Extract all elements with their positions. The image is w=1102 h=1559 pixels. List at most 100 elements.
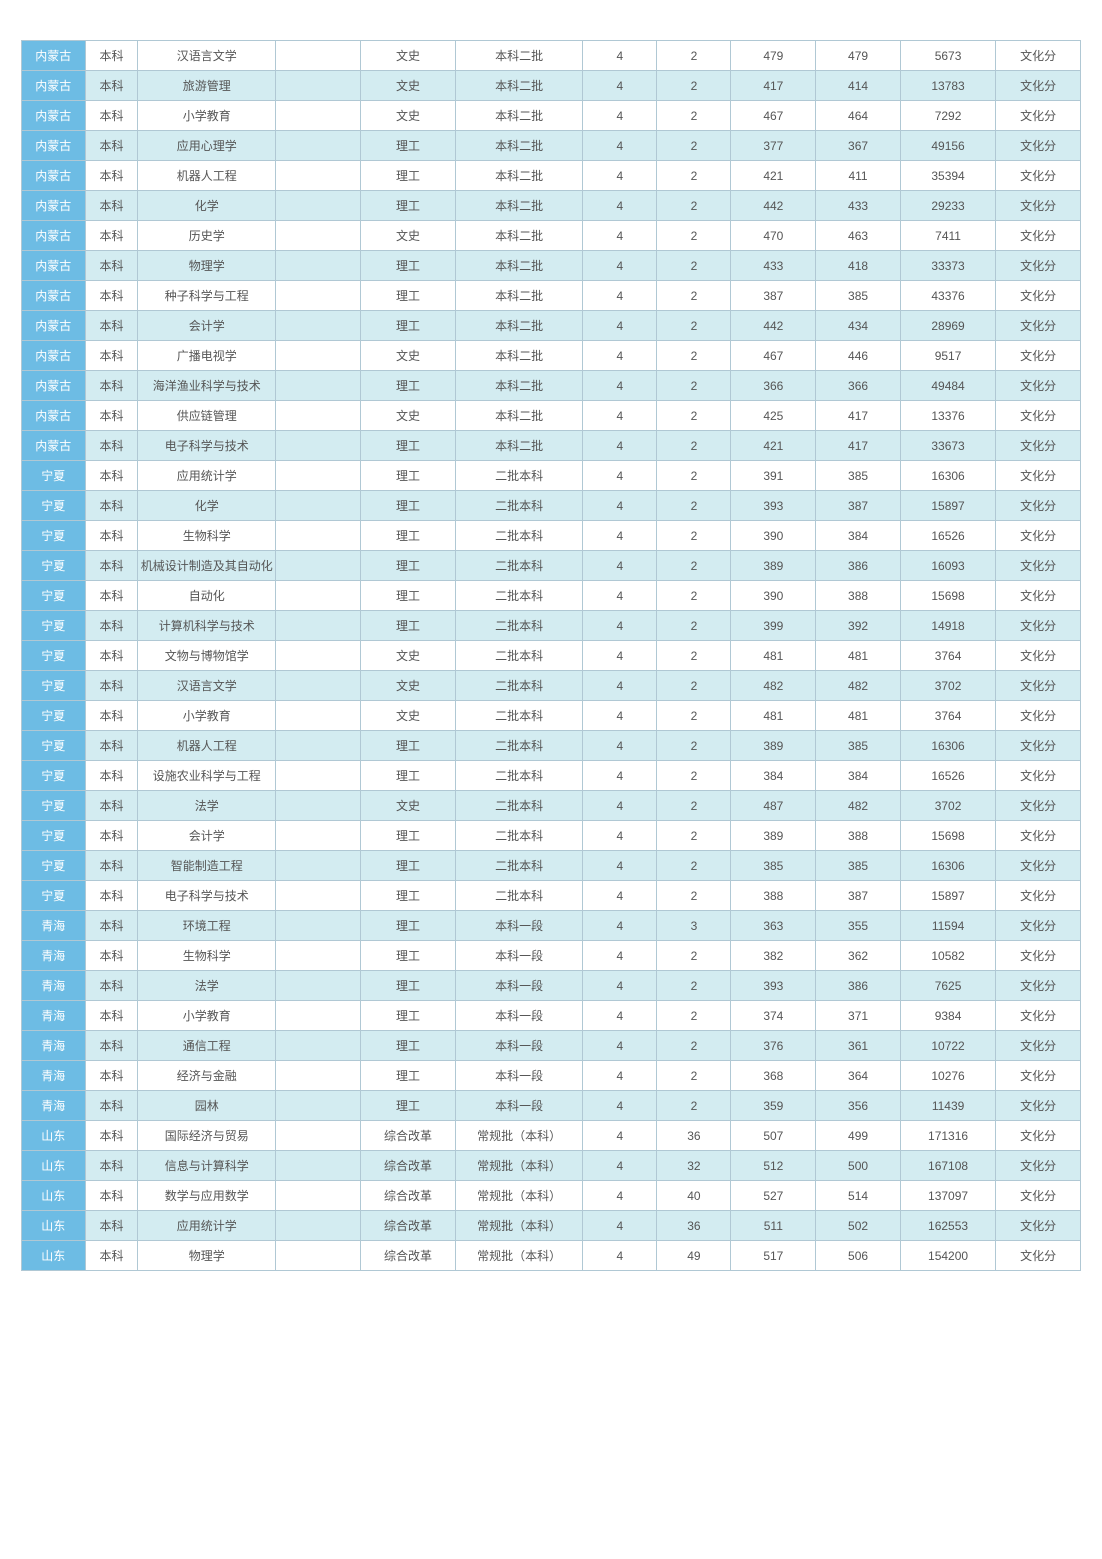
cell-category: 理工	[360, 161, 455, 191]
cell-s1: 363	[731, 911, 816, 941]
cell-type: 文化分	[996, 851, 1081, 881]
cell-v2: 2	[657, 311, 731, 341]
cell-category: 理工	[360, 851, 455, 881]
cell-level: 本科	[85, 281, 138, 311]
cell-s1: 470	[731, 221, 816, 251]
cell-s1: 433	[731, 251, 816, 281]
cell-v1: 4	[583, 521, 657, 551]
cell-level: 本科	[85, 431, 138, 461]
cell-type: 文化分	[996, 71, 1081, 101]
cell-level: 本科	[85, 1181, 138, 1211]
cell-type: 文化分	[996, 1001, 1081, 1031]
cell-major: 种子科学与工程	[138, 281, 276, 311]
cell-type: 文化分	[996, 911, 1081, 941]
cell-rank: 16526	[900, 761, 995, 791]
cell-v2: 2	[657, 581, 731, 611]
cell-batch: 本科一段	[456, 1001, 583, 1031]
cell-v2: 36	[657, 1121, 731, 1151]
cell-rank: 3702	[900, 791, 995, 821]
cell-col3	[276, 281, 361, 311]
table-row: 宁夏本科机器人工程理工二批本科4238938516306文化分	[22, 731, 1081, 761]
cell-batch: 二批本科	[456, 881, 583, 911]
cell-province: 内蒙古	[22, 71, 86, 101]
table-row: 山东本科国际经济与贸易综合改革常规批（本科）436507499171316文化分	[22, 1121, 1081, 1151]
cell-category: 综合改革	[360, 1151, 455, 1181]
cell-level: 本科	[85, 1061, 138, 1091]
cell-col3	[276, 731, 361, 761]
table-row: 宁夏本科智能制造工程理工二批本科4238538516306文化分	[22, 851, 1081, 881]
cell-province: 宁夏	[22, 761, 86, 791]
cell-s2: 463	[816, 221, 901, 251]
cell-col3	[276, 851, 361, 881]
cell-batch: 二批本科	[456, 851, 583, 881]
cell-category: 理工	[360, 521, 455, 551]
table-row: 宁夏本科小学教育文史二批本科424814813764文化分	[22, 701, 1081, 731]
cell-major: 历史学	[138, 221, 276, 251]
cell-col3	[276, 161, 361, 191]
table-row: 内蒙古本科供应链管理文史本科二批4242541713376文化分	[22, 401, 1081, 431]
cell-v2: 2	[657, 941, 731, 971]
cell-s2: 500	[816, 1151, 901, 1181]
cell-col3	[276, 71, 361, 101]
cell-batch: 本科二批	[456, 131, 583, 161]
cell-province: 青海	[22, 1061, 86, 1091]
cell-s1: 425	[731, 401, 816, 431]
table-row: 宁夏本科应用统计学理工二批本科4239138516306文化分	[22, 461, 1081, 491]
cell-rank: 9517	[900, 341, 995, 371]
cell-s1: 366	[731, 371, 816, 401]
table-row: 内蒙古本科应用心理学理工本科二批4237736749156文化分	[22, 131, 1081, 161]
cell-province: 青海	[22, 971, 86, 1001]
cell-rank: 13376	[900, 401, 995, 431]
table-row: 青海本科生物科学理工本科一段4238236210582文化分	[22, 941, 1081, 971]
cell-batch: 二批本科	[456, 731, 583, 761]
cell-level: 本科	[85, 911, 138, 941]
cell-province: 内蒙古	[22, 161, 86, 191]
cell-v2: 2	[657, 461, 731, 491]
cell-category: 理工	[360, 1061, 455, 1091]
cell-rank: 43376	[900, 281, 995, 311]
cell-category: 理工	[360, 311, 455, 341]
cell-col3	[276, 881, 361, 911]
cell-v1: 4	[583, 911, 657, 941]
cell-level: 本科	[85, 761, 138, 791]
cell-rank: 49484	[900, 371, 995, 401]
cell-category: 理工	[360, 731, 455, 761]
cell-level: 本科	[85, 131, 138, 161]
cell-s2: 414	[816, 71, 901, 101]
cell-type: 文化分	[996, 221, 1081, 251]
cell-s2: 385	[816, 281, 901, 311]
table-row: 山东本科物理学综合改革常规批（本科）449517506154200文化分	[22, 1241, 1081, 1271]
cell-s1: 389	[731, 731, 816, 761]
table-row: 宁夏本科文物与博物馆学文史二批本科424814813764文化分	[22, 641, 1081, 671]
cell-category: 理工	[360, 1091, 455, 1121]
cell-rank: 16306	[900, 731, 995, 761]
cell-s2: 356	[816, 1091, 901, 1121]
cell-s2: 386	[816, 971, 901, 1001]
cell-rank: 29233	[900, 191, 995, 221]
table-row: 宁夏本科会计学理工二批本科4238938815698文化分	[22, 821, 1081, 851]
cell-s2: 417	[816, 401, 901, 431]
cell-s1: 387	[731, 281, 816, 311]
cell-s1: 393	[731, 971, 816, 1001]
cell-v1: 4	[583, 1211, 657, 1241]
cell-s2: 384	[816, 761, 901, 791]
cell-v2: 2	[657, 341, 731, 371]
cell-col3	[276, 131, 361, 161]
cell-province: 青海	[22, 1091, 86, 1121]
cell-s2: 387	[816, 881, 901, 911]
cell-s2: 361	[816, 1031, 901, 1061]
cell-province: 内蒙古	[22, 191, 86, 221]
cell-major: 小学教育	[138, 1001, 276, 1031]
cell-rank: 28969	[900, 311, 995, 341]
cell-category: 理工	[360, 281, 455, 311]
cell-s2: 514	[816, 1181, 901, 1211]
cell-rank: 14918	[900, 611, 995, 641]
cell-major: 汉语言文学	[138, 41, 276, 71]
cell-col3	[276, 311, 361, 341]
cell-s1: 389	[731, 821, 816, 851]
cell-col3	[276, 491, 361, 521]
cell-type: 文化分	[996, 461, 1081, 491]
cell-batch: 本科二批	[456, 281, 583, 311]
cell-type: 文化分	[996, 971, 1081, 1001]
cell-batch: 本科二批	[456, 101, 583, 131]
